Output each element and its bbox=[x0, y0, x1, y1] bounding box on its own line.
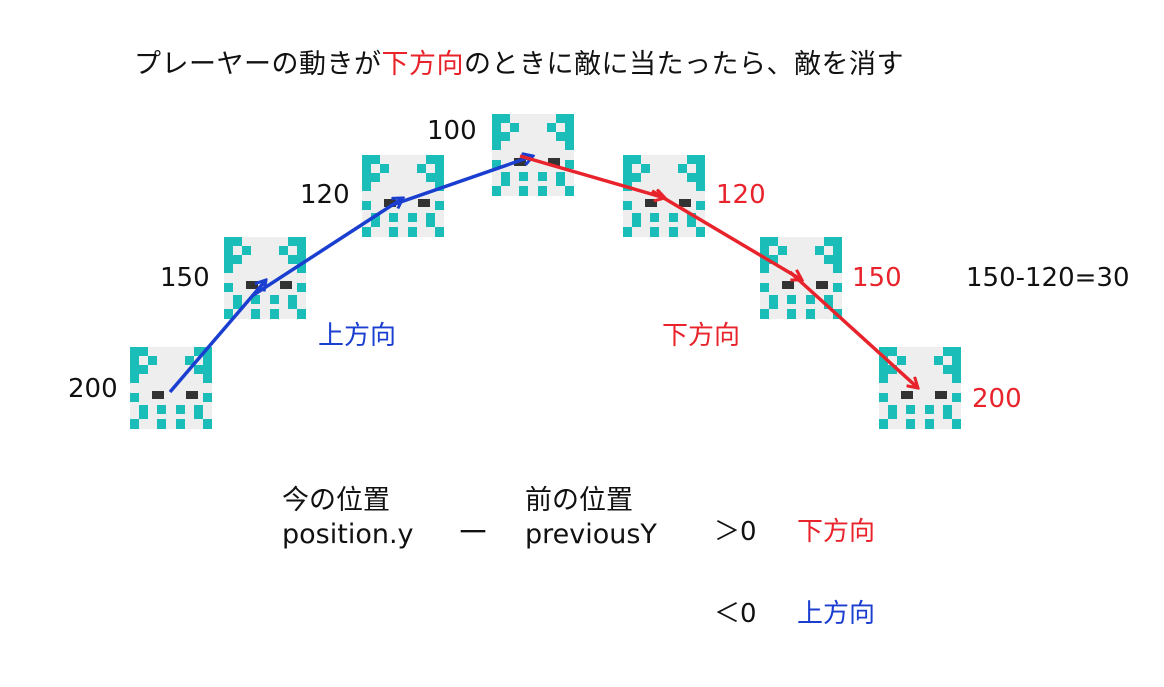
title-after: のときに敵に当たったら、敵を消す bbox=[464, 49, 904, 80]
position-label-120-down: 120 bbox=[716, 180, 766, 210]
down-direction-label: 下方向 bbox=[662, 321, 741, 351]
page-title: プレーヤーの動きが下方向のときに敵に当たったら、敵を消す bbox=[134, 42, 904, 81]
minus-sign: － bbox=[456, 513, 490, 553]
down-arrow-segment bbox=[651, 189, 802, 280]
squid-enemy-icon bbox=[879, 347, 961, 429]
up-direction-label: 上方向 bbox=[318, 321, 397, 351]
greater-than-zero: ＞0 bbox=[714, 517, 757, 547]
position-label-150: 150 bbox=[160, 263, 210, 293]
current-position-code: position.y bbox=[282, 519, 414, 550]
greater-than-result: 下方向 bbox=[797, 517, 876, 547]
position-label-120: 120 bbox=[300, 180, 350, 210]
current-position-block: 今の位置 position.y bbox=[282, 484, 414, 552]
previous-position-jp: 前の位置 bbox=[525, 485, 633, 516]
squid-enemy-icon bbox=[492, 114, 574, 196]
down-arrow-segment bbox=[519, 154, 665, 198]
up-arrow-segment bbox=[168, 280, 266, 394]
title-before: プレーヤーの動きが bbox=[134, 49, 382, 80]
calculation-note: 150-120=30 bbox=[966, 263, 1130, 293]
position-label-200: 200 bbox=[68, 374, 118, 404]
position-label-100: 100 bbox=[427, 116, 477, 146]
up-arrow-segment bbox=[251, 198, 403, 298]
squid-enemy-icon bbox=[224, 237, 306, 319]
previous-position-block: 前の位置 previousY bbox=[525, 484, 657, 552]
title-highlight: 下方向 bbox=[381, 49, 464, 80]
previous-position-code: previousY bbox=[525, 519, 657, 550]
less-than-zero: ＜0 bbox=[714, 599, 757, 629]
less-than-result: 上方向 bbox=[797, 599, 876, 629]
position-label-150-down: 150 bbox=[852, 263, 902, 293]
squid-enemy-icon bbox=[362, 155, 444, 237]
current-position-jp: 今の位置 bbox=[282, 485, 390, 516]
position-label-200-down: 200 bbox=[972, 384, 1022, 414]
up-arrow-segment bbox=[391, 156, 533, 207]
down-arrow-segment bbox=[788, 270, 918, 388]
